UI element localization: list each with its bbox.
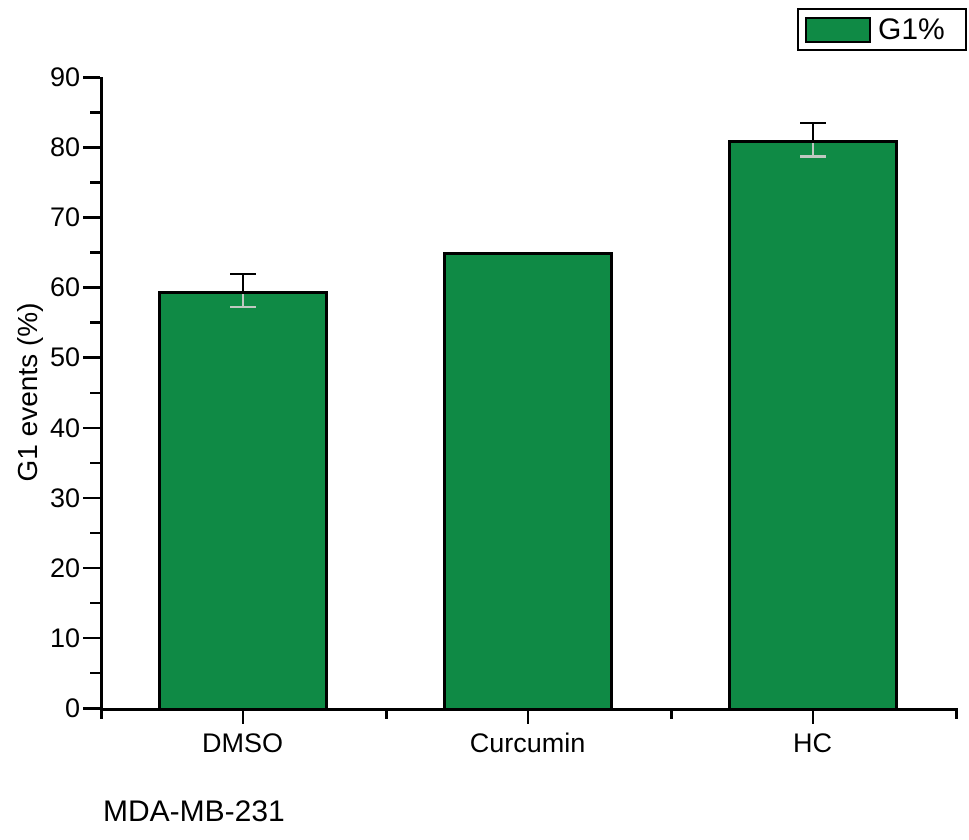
legend-swatch-g1 xyxy=(805,16,871,43)
y-major-tick xyxy=(83,707,100,710)
y-minor-tick xyxy=(90,111,100,114)
y-minor-tick xyxy=(90,391,100,394)
y-tick-label: 70 xyxy=(49,202,80,233)
y-major-tick xyxy=(83,636,100,640)
y-minor-tick xyxy=(90,461,100,465)
y-minor-tick xyxy=(90,251,100,254)
x-major-tick xyxy=(811,711,814,724)
y-major-tick xyxy=(83,216,100,219)
x-major-tick xyxy=(526,711,529,724)
error-bar-line-upper xyxy=(811,123,814,141)
error-bar-line-upper xyxy=(241,274,244,291)
error-bar-cap-upper xyxy=(229,272,256,276)
error-bar-cap-lower xyxy=(229,305,256,309)
y-minor-tick xyxy=(90,321,100,324)
y-major-tick xyxy=(83,566,100,570)
error-bar-cap-upper xyxy=(799,121,826,125)
y-major-tick xyxy=(83,356,100,359)
bar-hc xyxy=(727,140,898,711)
y-minor-tick xyxy=(90,181,100,184)
y-tick-label: 10 xyxy=(49,622,80,653)
y-tick-label: 20 xyxy=(49,552,80,583)
error-bar-line-lower xyxy=(811,143,814,157)
x-axis-line xyxy=(100,708,958,711)
x-minor-tick xyxy=(670,711,673,719)
y-major-tick xyxy=(83,286,100,289)
x-category-label-hc: HC xyxy=(793,728,832,758)
y-major-tick xyxy=(83,426,100,430)
x-major-tick xyxy=(241,711,244,724)
x-category-label-dmso: DMSO xyxy=(202,728,283,758)
bar-curcumin xyxy=(442,252,613,711)
y-major-tick xyxy=(83,76,100,79)
y-axis-title: G1 events (%) xyxy=(12,302,43,482)
y-tick-label: 0 xyxy=(64,693,80,723)
error-bar-cap-lower xyxy=(799,155,826,158)
cell-line-annotation: MDA-MB-231 xyxy=(103,795,285,828)
y-minor-tick xyxy=(90,671,100,675)
y-minor-tick xyxy=(90,601,100,605)
x-minor-tick xyxy=(100,711,103,719)
y-tick-label: 60 xyxy=(49,272,80,303)
y-tick-label: 50 xyxy=(49,342,80,373)
y-tick-label: 90 xyxy=(49,62,80,92)
y-major-tick xyxy=(83,496,100,500)
legend-box: G1% xyxy=(797,8,967,51)
y-tick-label: 30 xyxy=(49,482,80,513)
y-major-tick xyxy=(83,146,100,149)
x-category-label-curcumin: Curcumin xyxy=(469,728,586,758)
x-minor-tick xyxy=(955,711,958,719)
y-tick-label: 80 xyxy=(49,132,80,163)
error-bar-line-lower xyxy=(241,293,244,307)
legend-label: G1% xyxy=(878,12,945,46)
y-tick-label: 40 xyxy=(49,412,80,443)
x-minor-tick xyxy=(385,711,388,719)
y-axis-line xyxy=(100,77,103,711)
y-minor-tick xyxy=(90,531,100,535)
bar-dmso xyxy=(157,290,328,711)
